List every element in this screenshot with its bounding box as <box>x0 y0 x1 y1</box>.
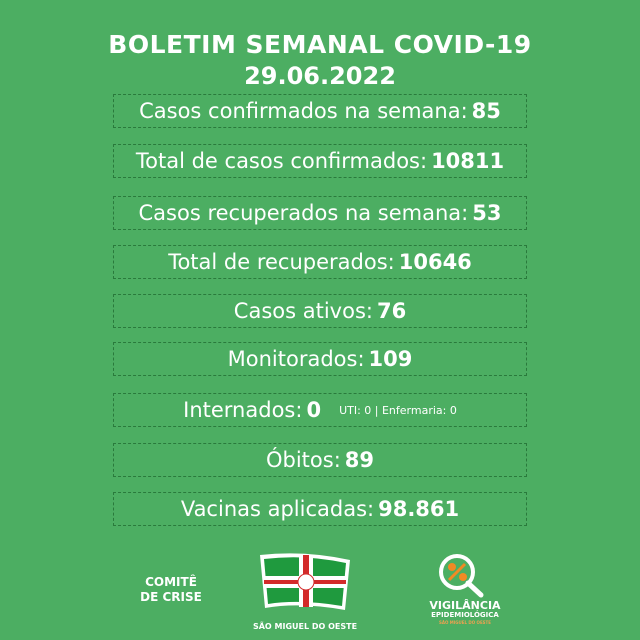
stat-label: Casos ativos: <box>233 299 373 323</box>
comite-line2: DE CRISE <box>140 590 202 604</box>
stat-label: Óbitos: <box>265 448 341 472</box>
bulletin-date: 29.06.2022 <box>244 62 396 90</box>
stat-label: Internados: <box>183 398 303 422</box>
stat-weekly-recovered: Casos recuperados na semana: 53 <box>113 196 527 230</box>
stat-value: 10646 <box>398 250 472 274</box>
stat-value: 98.861 <box>378 497 460 521</box>
vig-line2: EPIDEMIOLÓGICA <box>431 611 499 619</box>
stat-label: Casos recuperados na semana: <box>138 201 469 225</box>
stat-value: 76 <box>376 299 407 323</box>
stat-value: 10811 <box>431 149 505 173</box>
city-name: SÃO MIGUEL DO OESTE <box>252 622 358 631</box>
stat-detail: UTI: 0 | Enfermaria: 0 <box>339 403 457 417</box>
vig-line3: SÃO MIGUEL DO OESTE <box>438 620 492 625</box>
stat-label: Casos confirmados na semana: <box>139 99 468 123</box>
vigilancia-logo: VIGILÂNCIA EPIDEMIOLÓGICA SÃO MIGUEL DO … <box>415 600 515 626</box>
city-flag-icon <box>260 553 350 610</box>
vig-line1: VIGILÂNCIA <box>429 599 501 612</box>
bulletin-title: BOLETIM SEMANAL COVID-19 <box>108 30 532 59</box>
stat-total-recovered: Total de recuperados: 10646 <box>113 245 527 279</box>
stat-value: 53 <box>472 201 502 225</box>
stat-value: 0 <box>306 398 322 422</box>
stat-weekly-confirmed: Casos confirmados na semana: 85 <box>113 94 527 128</box>
stat-vaccines: Vacinas aplicadas: 98.861 <box>113 492 527 526</box>
stat-value: 85 <box>471 99 501 123</box>
stat-deaths: Óbitos: 89 <box>113 443 527 477</box>
stat-label: Total de recuperados: <box>168 250 395 274</box>
stat-active: Casos ativos: 76 <box>113 294 527 328</box>
stat-total-confirmed: Total de casos confirmados: 10811 <box>113 144 527 178</box>
comite-logo: COMITÊ DE CRISE <box>130 575 212 605</box>
stat-hospitalized: Internados: 0 UTI: 0 | Enfermaria: 0 <box>113 393 527 427</box>
vigilancia-magnifier-icon <box>439 554 484 598</box>
stat-label: Vacinas aplicadas: <box>180 497 375 521</box>
comite-line1: COMITÊ <box>145 575 197 589</box>
stat-label: Total de casos confirmados: <box>135 149 428 173</box>
stat-label: Monitorados: <box>227 347 365 371</box>
stat-monitored: Monitorados: 109 <box>113 342 527 376</box>
stat-value: 89 <box>344 448 375 472</box>
stat-value: 109 <box>368 347 413 371</box>
